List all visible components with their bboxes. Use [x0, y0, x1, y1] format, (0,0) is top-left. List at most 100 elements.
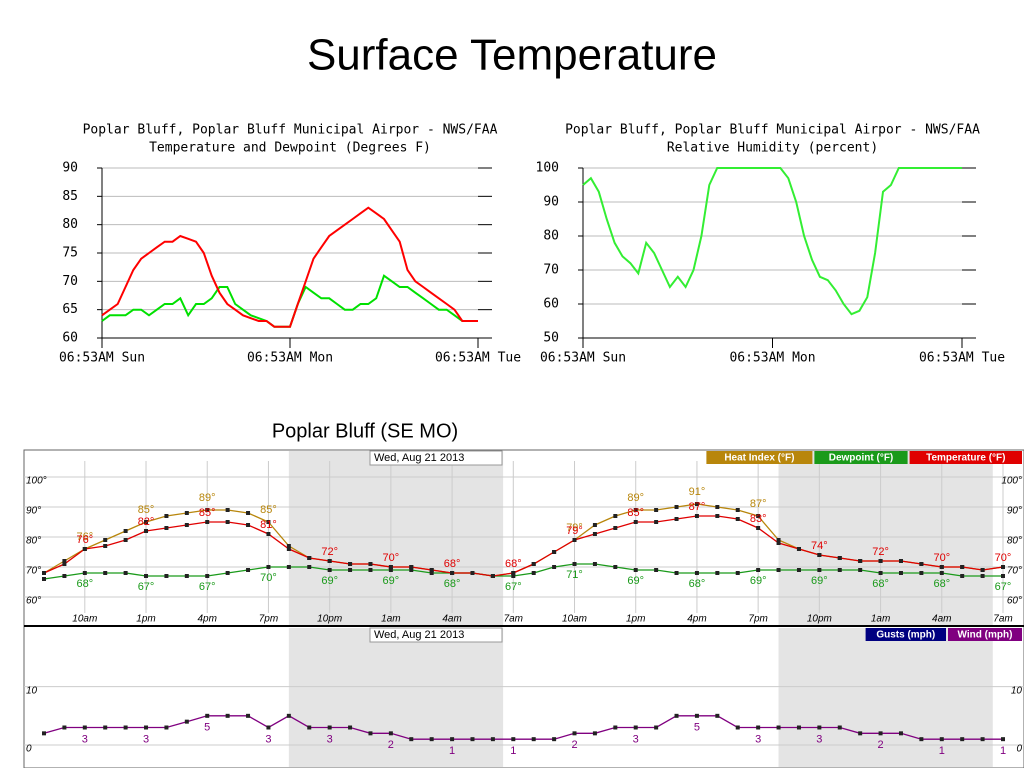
data-label: 1 [449, 745, 455, 757]
point-marker [184, 574, 189, 578]
point-marker [388, 568, 393, 572]
night-shade [778, 628, 993, 767]
point-marker [511, 737, 516, 742]
point-marker [82, 725, 87, 730]
point-marker [674, 713, 679, 718]
point-marker [62, 562, 67, 566]
point-marker [756, 568, 761, 572]
x-tick-label: 06:53AM Mon [247, 351, 333, 366]
data-label: 1 [1000, 745, 1006, 757]
point-marker [470, 571, 475, 575]
x-tick-label: 1am [871, 614, 890, 625]
chart-subtitle: Relative Humidity (percent) [667, 141, 878, 156]
y-tick-label-right: 10 [1011, 685, 1023, 696]
y-tick-label: 70 [543, 263, 559, 278]
data-label: 67° [138, 581, 155, 593]
data-label: 67° [199, 581, 216, 593]
point-marker [674, 517, 679, 521]
y-tick-label: 80° [26, 536, 41, 547]
point-marker [633, 725, 638, 730]
point-marker [388, 565, 393, 569]
point-marker [980, 568, 985, 572]
data-label: 2 [388, 739, 394, 751]
point-marker [939, 571, 944, 575]
y-tick-label: 85 [62, 189, 78, 204]
point-marker [225, 713, 230, 718]
y-tick-label: 50 [543, 331, 559, 346]
point-marker [450, 571, 455, 575]
point-marker [266, 725, 271, 730]
chart-subtitle: Temperature and Dewpoint (Degrees F) [149, 141, 431, 156]
point-marker [633, 568, 638, 572]
data-label: 70° [260, 572, 277, 584]
slide-title: Surface Temperature [307, 31, 717, 80]
point-marker [409, 737, 414, 742]
point-marker [735, 725, 740, 730]
point-marker [572, 538, 577, 542]
data-label: 3 [265, 733, 271, 745]
legend-box [948, 628, 1022, 641]
x-tick-label: 1pm [626, 614, 645, 625]
point-marker [409, 565, 414, 569]
point-marker [490, 574, 495, 578]
x-tick-label: 4pm [198, 614, 217, 625]
data-label: 69° [383, 575, 400, 587]
legend-label: Wind (mph) [958, 630, 1013, 641]
point-marker [368, 731, 373, 736]
legend-label: Gusts (mph) [876, 630, 935, 641]
point-marker [796, 725, 801, 730]
point-marker [817, 725, 822, 730]
point-marker [919, 737, 924, 742]
point-marker [735, 517, 740, 521]
point-marker [205, 713, 210, 718]
point-marker [42, 577, 46, 581]
point-marker [246, 568, 251, 572]
date-label: Wed, Aug 21 2013 [374, 452, 464, 464]
data-label: 89° [199, 492, 216, 504]
chart-title: Poplar Bluff, Poplar Bluff Municipal Air… [83, 123, 498, 138]
series-line [43, 515, 1004, 577]
point-marker [552, 550, 557, 554]
data-label: 68° [505, 558, 522, 570]
point-marker [490, 737, 495, 742]
point-marker [266, 565, 271, 569]
data-label: 3 [82, 733, 88, 745]
y-tick-label-right: 0 [1016, 744, 1022, 755]
x-tick-label: 7am [993, 614, 1012, 625]
date-box [369, 450, 503, 466]
point-marker [776, 568, 781, 572]
legend-box [909, 451, 1022, 464]
point-marker [919, 571, 924, 575]
y-tick-label: 75 [62, 246, 78, 261]
date-label: Wed, Aug 21 2013 [374, 629, 464, 641]
data-label: 85° [199, 507, 216, 519]
series-line [43, 563, 1003, 580]
y-tick-label-right: 100° [1001, 476, 1022, 487]
point-marker [368, 568, 373, 572]
point-marker [735, 571, 740, 575]
y-tick-label: 90 [543, 195, 559, 210]
data-label: 68° [444, 578, 461, 590]
point-marker [776, 538, 781, 542]
x-tick-label: 10pm [807, 614, 832, 625]
data-label: 70° [933, 552, 950, 564]
point-marker [246, 511, 251, 515]
point-marker [592, 562, 597, 566]
point-marker [898, 559, 903, 563]
point-marker [796, 568, 801, 572]
data-label: 81° [260, 519, 277, 531]
y-tick-label-right: 90° [1007, 506, 1022, 517]
point-marker [531, 562, 536, 566]
y-tick-label: 60 [62, 331, 78, 346]
point-marker [511, 571, 516, 575]
data-label: 79° [566, 525, 583, 537]
data-label: 1 [939, 745, 945, 757]
point-marker [796, 547, 801, 551]
point-marker [1001, 574, 1005, 578]
y-tick-label: 90° [26, 506, 41, 517]
point-marker [327, 568, 332, 572]
data-label: 68° [444, 558, 461, 570]
series-line [101, 206, 478, 328]
data-label: 70° [383, 552, 400, 564]
point-marker [756, 526, 761, 530]
